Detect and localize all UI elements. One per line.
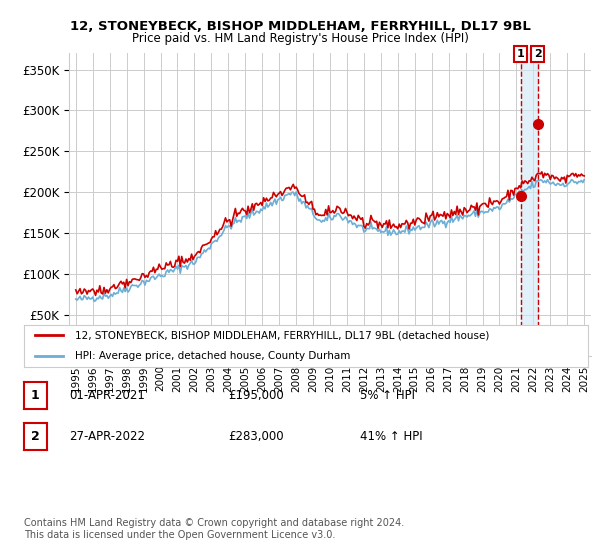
Text: 1: 1: [31, 389, 40, 403]
Bar: [521, 53, 538, 356]
Text: 27-APR-2022: 27-APR-2022: [69, 430, 145, 443]
Text: 2: 2: [534, 49, 541, 59]
Text: 5% ↑ HPI: 5% ↑ HPI: [360, 389, 415, 403]
Text: £283,000: £283,000: [228, 430, 284, 443]
Text: 12, STONEYBECK, BISHOP MIDDLEHAM, FERRYHILL, DL17 9BL (detached house): 12, STONEYBECK, BISHOP MIDDLEHAM, FERRYH…: [75, 330, 489, 340]
Text: 01-APR-2021: 01-APR-2021: [69, 389, 145, 403]
Text: 1: 1: [517, 49, 524, 59]
Text: 2: 2: [31, 430, 40, 443]
Text: £195,000: £195,000: [228, 389, 284, 403]
Text: HPI: Average price, detached house, County Durham: HPI: Average price, detached house, Coun…: [75, 351, 350, 361]
Text: Price paid vs. HM Land Registry's House Price Index (HPI): Price paid vs. HM Land Registry's House …: [131, 32, 469, 45]
Text: 12, STONEYBECK, BISHOP MIDDLEHAM, FERRYHILL, DL17 9BL: 12, STONEYBECK, BISHOP MIDDLEHAM, FERRYH…: [70, 20, 530, 32]
Text: 41% ↑ HPI: 41% ↑ HPI: [360, 430, 422, 443]
Text: Contains HM Land Registry data © Crown copyright and database right 2024.
This d: Contains HM Land Registry data © Crown c…: [24, 518, 404, 540]
